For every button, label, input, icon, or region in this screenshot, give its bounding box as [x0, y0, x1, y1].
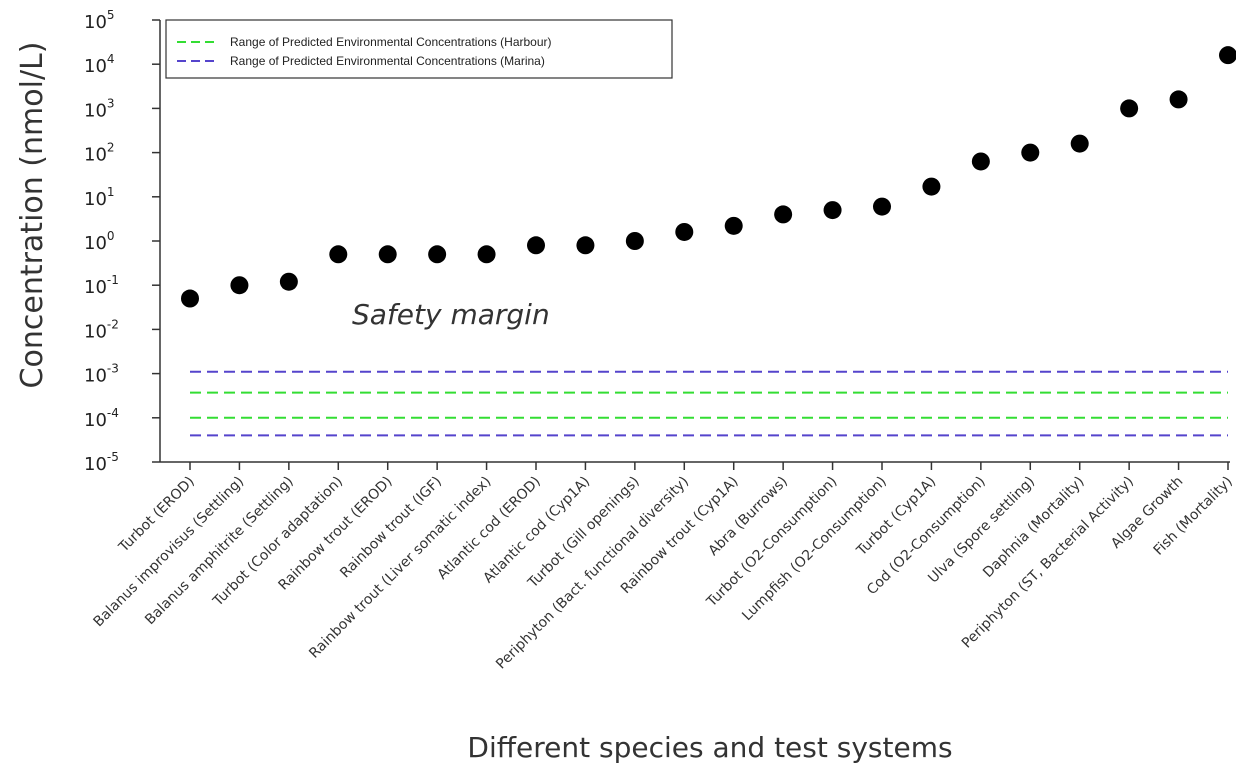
y-tick-label: 100: [84, 229, 115, 254]
y-tick-label: 10-4: [84, 406, 119, 431]
y-axis: 105 104 103 102 101 100 10-1 10-2 10-3 10-4 10-5: [84, 8, 161, 475]
data-point: [1219, 46, 1236, 65]
x-category-label: Periphyton (ST, Bacterial Activity): [959, 474, 1137, 652]
y-tick-label: 105: [84, 8, 115, 33]
legend-entry-marina: Range of Predicted Environmental Concent…: [230, 54, 545, 68]
reference-lines: [190, 370, 1228, 437]
data-point: [329, 245, 348, 264]
data-point: [230, 276, 249, 295]
x-axis-title: Different species and test systems: [467, 731, 952, 764]
data-point: [576, 236, 595, 255]
legend: Range of Predicted Environmental Concent…: [165, 19, 673, 79]
data-point: [1120, 99, 1139, 118]
safety-margin-annotation: Safety margin: [352, 298, 550, 331]
data-point: [922, 177, 941, 196]
y-tick-label: 10-3: [84, 362, 119, 387]
y-tick-label: 101: [84, 185, 115, 210]
y-tick-label: 10-1: [84, 273, 119, 298]
data-point: [774, 205, 793, 224]
y-tick-label: 102: [84, 141, 115, 166]
data-point: [279, 272, 298, 291]
y-axis-title: Concentration (nmol/L): [15, 42, 50, 389]
data-point: [378, 245, 397, 264]
data-point: [724, 216, 743, 235]
data-point: [873, 197, 891, 216]
data-point: [1070, 134, 1089, 153]
legend-box: [165, 19, 673, 79]
y-tick-label: 10-5: [84, 450, 119, 475]
y-tick-label: 10-2: [84, 317, 119, 342]
data-point: [625, 232, 644, 250]
data-point: [971, 152, 990, 171]
data-point: [823, 201, 842, 220]
data-points: [181, 46, 1236, 308]
data-point: [477, 245, 496, 264]
legend-entry-harbour: Range of Predicted Environmental Concent…: [230, 35, 552, 49]
data-point: [428, 245, 447, 264]
data-point: [1169, 90, 1188, 109]
x-axis: Turbot (EROD)Balanus improvisus (Settlin…: [91, 461, 1236, 672]
x-category-label: Rainbow trout (Liver somatic index): [306, 474, 494, 662]
data-point: [675, 222, 694, 241]
data-point: [181, 289, 199, 308]
y-tick-label: 104: [84, 52, 115, 77]
y-tick-label: 103: [84, 96, 115, 121]
data-point: [1021, 143, 1040, 162]
data-point: [527, 236, 545, 255]
